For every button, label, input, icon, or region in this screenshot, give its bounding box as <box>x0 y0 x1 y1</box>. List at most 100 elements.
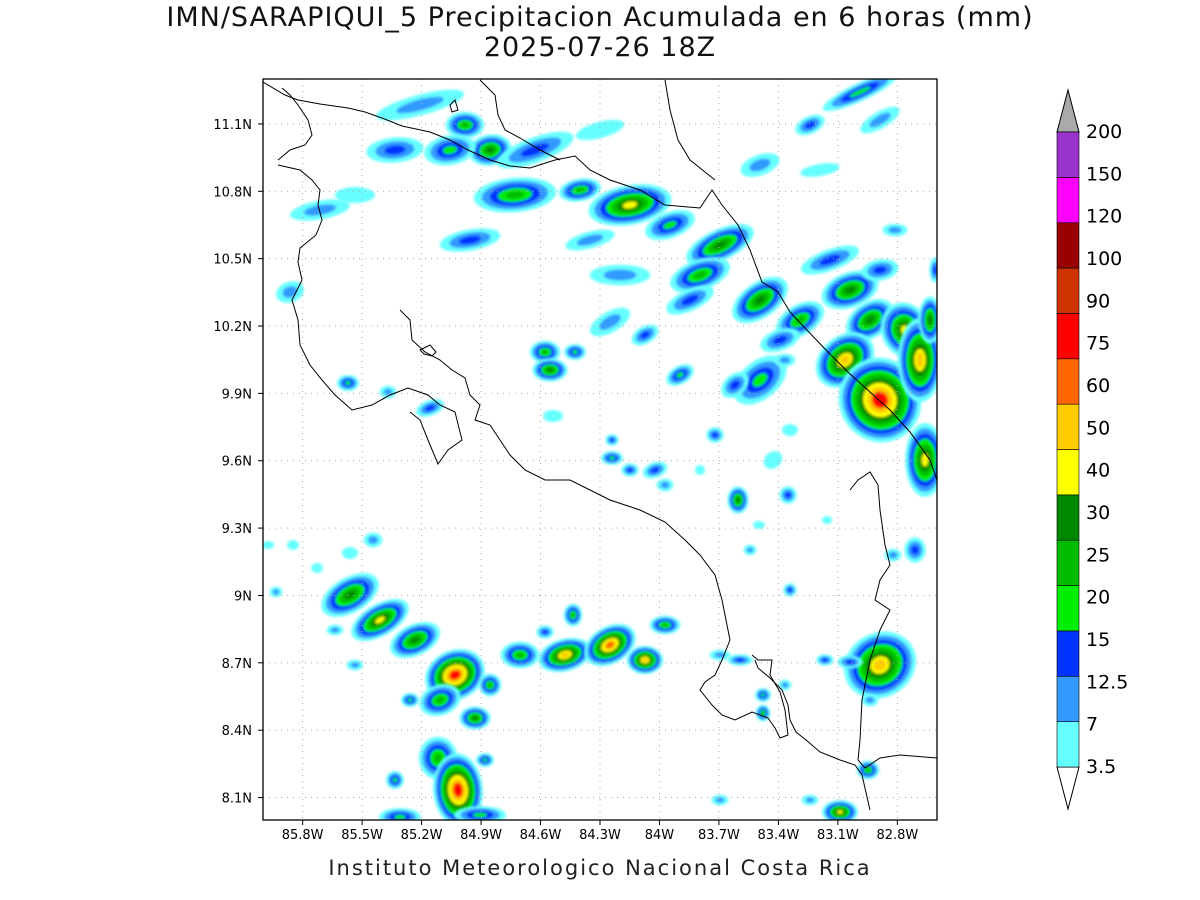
colorbar-label: 50 <box>1086 417 1110 439</box>
precip-contour <box>865 696 875 704</box>
precip-cell <box>732 276 788 324</box>
precip-cell <box>860 106 900 134</box>
precip-contour <box>779 356 791 364</box>
precip-contour <box>763 451 783 469</box>
precip-cell <box>884 548 902 562</box>
precip-cell <box>905 423 937 497</box>
precip-cell <box>837 655 863 669</box>
lon-tick-label: 85.8W <box>282 828 324 843</box>
precip-cell <box>929 257 937 283</box>
northwest-coast <box>277 87 313 161</box>
colorbar-segment <box>1056 585 1080 632</box>
lon-tick-label: 85.5W <box>341 828 383 843</box>
precip-cell <box>795 114 825 136</box>
precip-contour <box>344 591 356 599</box>
lat-tick-label: 8.7N <box>222 657 252 672</box>
precip-cell <box>269 586 283 598</box>
precip-cell <box>584 623 636 667</box>
precip-contour <box>916 352 924 368</box>
precip-cell <box>816 654 834 666</box>
precip-contour <box>487 682 493 688</box>
lat-tick-label: 10.2N <box>213 320 252 335</box>
precip-cell <box>743 544 757 556</box>
precip-contour <box>472 716 478 720</box>
precip-contour <box>921 453 929 467</box>
precip-cell <box>801 794 819 806</box>
precip-contour <box>845 659 855 665</box>
colorbar-segment <box>1056 267 1080 314</box>
precip-cell <box>445 111 485 139</box>
precip-contour <box>869 112 891 128</box>
precip-cell <box>390 621 440 659</box>
precip-cell <box>496 131 574 169</box>
precip-contour <box>458 235 482 245</box>
precip-cell <box>263 541 274 549</box>
precip-cell <box>363 532 383 548</box>
precip-contour <box>761 711 765 715</box>
precip-cell <box>918 296 937 344</box>
nicaragua-lake-coast <box>479 79 561 161</box>
colorbar-segment <box>1056 539 1080 586</box>
precip-contour <box>712 432 718 438</box>
precip-cell <box>590 307 630 337</box>
map-date: 2025-07-26 18Z <box>483 32 717 63</box>
precip-contour <box>282 286 298 298</box>
colorbar-segment <box>1056 449 1080 496</box>
precip-contour <box>676 372 684 378</box>
colorbar-label: 75 <box>1086 333 1110 355</box>
precip-cell <box>575 119 625 141</box>
precip-contour <box>335 187 375 203</box>
precip-contour <box>442 145 458 155</box>
precip-contour <box>505 191 525 199</box>
colorbar-segment <box>1056 131 1080 178</box>
precip-contour <box>609 456 615 460</box>
precip-cell <box>740 153 780 177</box>
precip-cell <box>721 372 749 398</box>
colorbar-label: 25 <box>1086 544 1110 566</box>
precip-contour <box>433 753 443 763</box>
precip-contour <box>661 623 669 627</box>
precip-contour <box>663 220 677 230</box>
precip-contour <box>541 349 549 355</box>
lon-tick-label: 83.7W <box>698 828 740 843</box>
lat-tick-label: 10.5N <box>213 253 252 268</box>
precip-cell <box>642 461 668 479</box>
precip-contour <box>603 269 637 281</box>
precip-cell <box>366 137 424 163</box>
coastlines <box>263 79 937 811</box>
precip-cell <box>800 163 840 177</box>
precip-cell <box>543 410 563 422</box>
colorbar-legend <box>1056 88 1080 811</box>
colorbar-segment <box>1056 313 1080 360</box>
colorbar-label: 90 <box>1086 290 1110 312</box>
colorbar-label: 12.5 <box>1086 671 1128 693</box>
precip-contour <box>345 381 351 385</box>
precip-cell <box>778 679 792 691</box>
precip-contour <box>576 234 604 246</box>
precip-contour <box>571 612 575 618</box>
colorbar-label: 30 <box>1086 502 1110 524</box>
precip-cell <box>538 637 592 673</box>
colorbar-over-arrow <box>1056 88 1080 133</box>
colorbar-segment <box>1056 403 1080 450</box>
precip-contour <box>482 758 488 762</box>
precip-cell <box>800 245 860 275</box>
lon-tick-label: 84W <box>645 828 675 843</box>
precip-contour <box>714 652 726 658</box>
precip-cell <box>774 353 796 367</box>
precip-cell <box>424 134 476 166</box>
precip-cell <box>558 178 602 202</box>
precip-contour <box>715 797 725 803</box>
precip-contour <box>396 96 444 114</box>
latitude-axis: 8.1N 8.4N 8.7N 9N 9.3N 9.6N 9.9N 10.2N 1… <box>213 118 252 807</box>
precip-contour <box>772 335 788 345</box>
precip-cell <box>589 264 651 286</box>
lat-tick-label: 10.8N <box>213 185 252 200</box>
precip-cell <box>337 375 359 391</box>
nicaragua-coast-north <box>263 81 937 481</box>
precip-contour <box>520 143 550 157</box>
lon-tick-label: 83.1W <box>817 828 859 843</box>
lon-tick-label: 84.6W <box>520 828 562 843</box>
precip-contour <box>761 693 765 697</box>
precip-cell <box>727 486 749 514</box>
